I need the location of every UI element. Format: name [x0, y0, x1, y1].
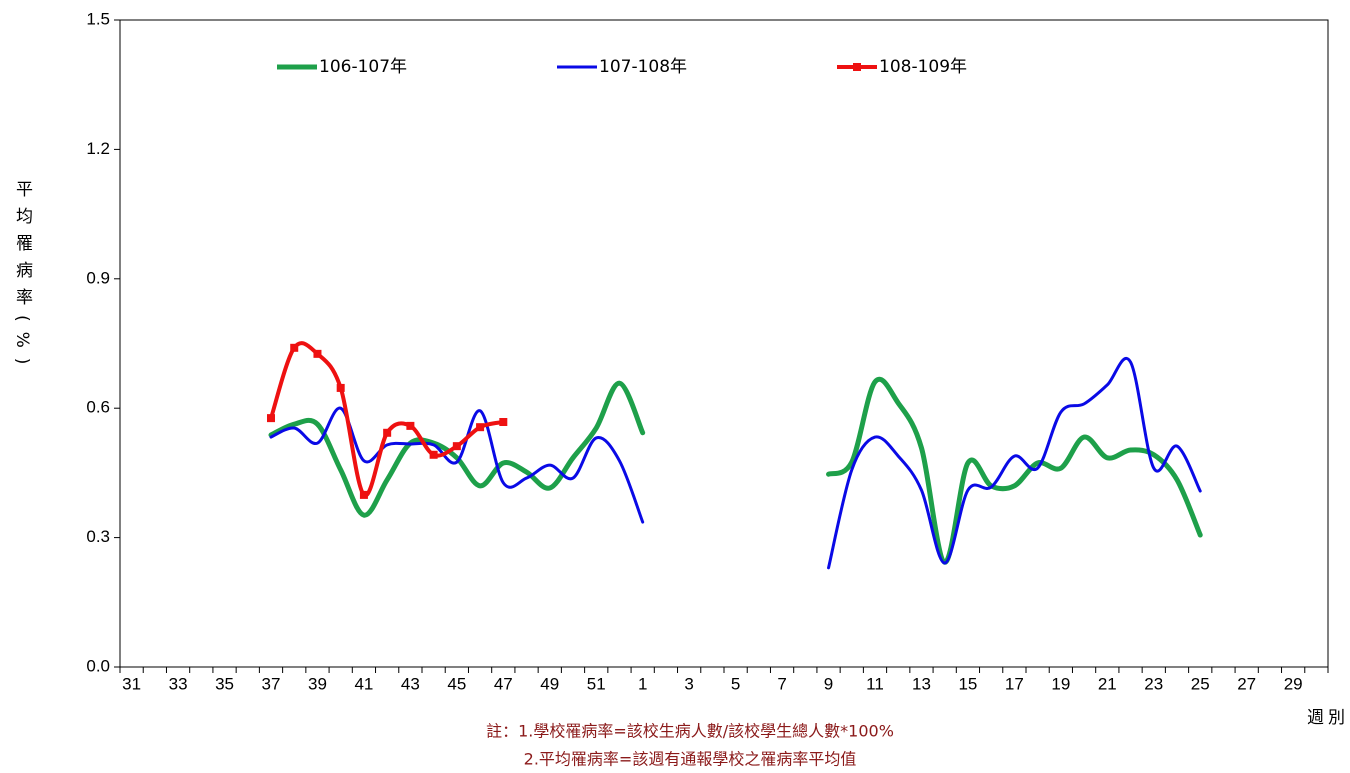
- point-marker: [406, 421, 415, 430]
- y-tick-label: 1.2: [86, 139, 110, 158]
- x-tick-label: 17: [1005, 674, 1024, 693]
- x-tick-label: 41: [354, 674, 373, 693]
- x-tick-label: 33: [169, 674, 188, 693]
- x-tick-label: 39: [308, 674, 327, 693]
- legend-label: 106-107年: [319, 57, 407, 77]
- x-tick-label: 45: [447, 674, 466, 693]
- point-marker: [290, 343, 299, 352]
- note: 註：1.學校罹病率=該校生病人數/該校學生總人數*100%: [486, 722, 894, 741]
- x-tick-label: 7: [777, 674, 786, 693]
- x-tick-label: 29: [1284, 674, 1303, 693]
- y-tick-label: 0.3: [86, 527, 110, 546]
- point-marker: [313, 349, 322, 358]
- point-marker: [336, 383, 345, 392]
- x-tick-label: 43: [401, 674, 420, 693]
- x-tick-label: 3: [684, 674, 693, 693]
- point-marker: [429, 450, 438, 459]
- y-tick-label: 1.5: [86, 9, 110, 28]
- y-tick-label: 0.0: [86, 656, 110, 675]
- x-tick-label: 27: [1237, 674, 1256, 693]
- x-tick-label: 23: [1144, 674, 1163, 693]
- x-tick-label: 1: [638, 674, 647, 693]
- y-tick-label: 0.9: [86, 268, 110, 287]
- series-line: [269, 357, 1202, 570]
- point-marker: [359, 490, 368, 499]
- x-tick-label: 13: [912, 674, 931, 693]
- point-marker: [452, 442, 461, 451]
- note: 2.平均罹病率=該週有通報學校之罹病率平均值: [524, 750, 857, 769]
- point-marker: [383, 428, 392, 437]
- x-tick-label: 9: [824, 674, 833, 693]
- x-tick-label: 11: [866, 674, 884, 693]
- point-marker: [499, 418, 508, 427]
- y-axis-label: 平均罹病率(%): [12, 180, 33, 374]
- point-marker: [267, 414, 275, 423]
- series-line: [268, 376, 1203, 565]
- x-tick-label: 49: [540, 674, 559, 693]
- x-tick-label: 47: [494, 674, 513, 693]
- x-axis-label: 週別: [1307, 708, 1349, 728]
- legend-label: 108-109年: [879, 57, 967, 77]
- x-tick-label: 15: [958, 674, 977, 693]
- x-tick-label: 51: [587, 674, 606, 693]
- x-tick-label: 25: [1191, 674, 1210, 693]
- legend-label: 107-108年: [599, 57, 687, 77]
- legend-marker: [853, 63, 861, 71]
- x-tick-label: 21: [1098, 674, 1117, 693]
- x-tick-label: 5: [731, 674, 740, 693]
- x-tick-label: 19: [1051, 674, 1070, 693]
- y-tick-label: 0.6: [86, 398, 110, 417]
- x-tick-label: 31: [122, 674, 141, 693]
- x-tick-label: 35: [215, 674, 234, 693]
- x-tick-label: 37: [262, 674, 281, 693]
- point-marker: [476, 423, 485, 432]
